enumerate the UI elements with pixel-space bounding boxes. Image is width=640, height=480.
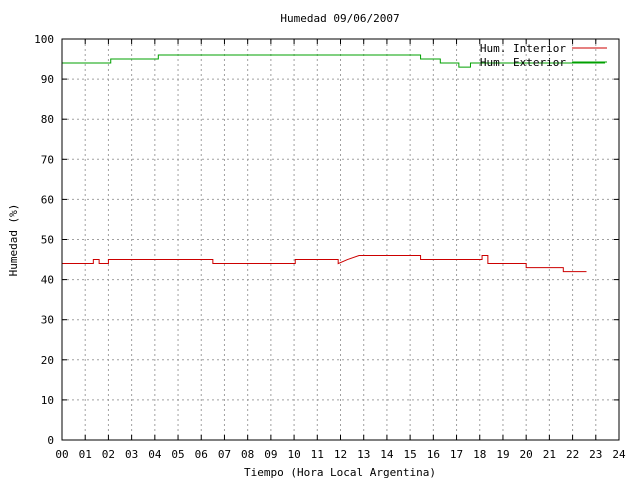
x-tick-label: 06 <box>195 448 208 461</box>
y-tick-label: 50 <box>41 234 54 247</box>
x-tick-label: 09 <box>264 448 277 461</box>
legend-label: Hum. Exterior <box>480 56 566 69</box>
x-tick-label: 17 <box>450 448 463 461</box>
x-tick-label: 22 <box>566 448 579 461</box>
x-tick-label: 15 <box>404 448 417 461</box>
x-axis-label: Tiempo (Hora Local Argentina) <box>244 466 436 479</box>
series-layer <box>62 54 606 273</box>
x-tick-label: 07 <box>218 448 231 461</box>
x-tick-label: 00 <box>55 448 68 461</box>
series-line-hum-exterior <box>62 54 606 68</box>
x-tick-label: 03 <box>125 448 138 461</box>
x-tick-label: 02 <box>102 448 115 461</box>
x-tick-label: 23 <box>589 448 602 461</box>
x-tick-label: 04 <box>148 448 162 461</box>
y-tick-label: 10 <box>41 394 54 407</box>
y-tick-label: 70 <box>41 153 54 166</box>
grid-lines <box>62 39 619 440</box>
x-tick-label: 19 <box>496 448 509 461</box>
y-tick-label: 90 <box>41 73 54 86</box>
x-tick-label: 11 <box>311 448 324 461</box>
y-tick-label: 20 <box>41 354 54 367</box>
y-tick-label: 0 <box>47 434 54 447</box>
x-tick-label: 16 <box>427 448 440 461</box>
chart-title: Humedad 09/06/2007 <box>280 12 399 25</box>
x-tick-label: 12 <box>334 448 347 461</box>
legend-label: Hum. Interior <box>480 42 566 55</box>
series-line-hum-interior <box>62 255 587 273</box>
y-tick-label: 100 <box>34 33 54 46</box>
x-tick-label: 14 <box>380 448 394 461</box>
x-tick-label: 01 <box>79 448 92 461</box>
x-tick-label: 21 <box>543 448 556 461</box>
x-tick-label: 20 <box>520 448 533 461</box>
x-tick-label: 18 <box>473 448 486 461</box>
x-tick-label: 10 <box>287 448 300 461</box>
x-tick-label: 24 <box>612 448 626 461</box>
y-tick-label: 40 <box>41 274 54 287</box>
y-tick-label: 30 <box>41 314 54 327</box>
x-tick-label: 08 <box>241 448 254 461</box>
y-axis-label: Humedad (%) <box>7 204 20 277</box>
x-tick-label: 05 <box>171 448 184 461</box>
y-tick-label: 80 <box>41 113 54 126</box>
y-tick-label: 60 <box>41 193 54 206</box>
axis-ticks: 00 01 02 03 04 05 06 07 08 09 10 11 12 13 14 15 16 17 18 19… <box>34 33 626 461</box>
x-tick-label: 13 <box>357 448 370 461</box>
